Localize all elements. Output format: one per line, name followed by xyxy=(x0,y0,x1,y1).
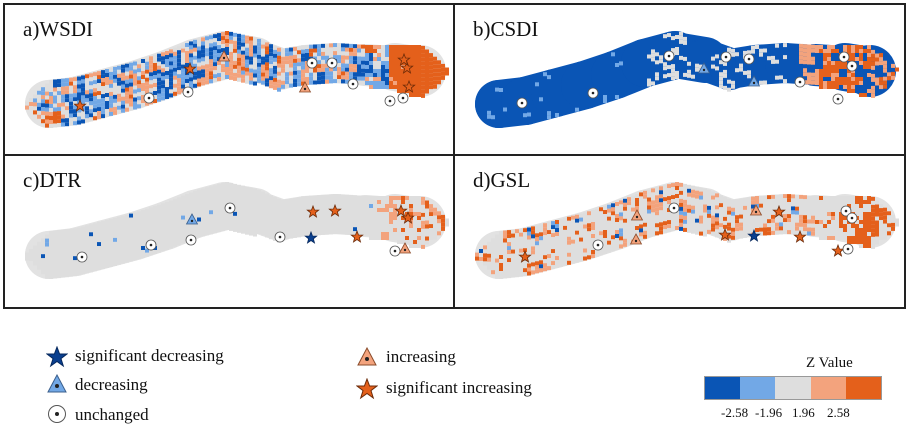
zvalue-colorbar xyxy=(704,376,882,400)
station-marker-d-4 xyxy=(668,202,680,214)
station-marker-b-0 xyxy=(516,97,528,109)
zbar-sig-inc xyxy=(845,377,882,399)
station-marker-c-5 xyxy=(274,231,286,243)
station-marker-d-1 xyxy=(592,239,604,251)
map-d-svg xyxy=(475,182,899,279)
station-marker-a-4 xyxy=(182,86,194,98)
panel-divider-vertical xyxy=(453,3,455,309)
station-marker-a-2 xyxy=(73,98,87,112)
station-marker-c-9 xyxy=(350,229,364,243)
legend-label-unchanged: unchanged xyxy=(75,405,149,424)
zbar-unchanged xyxy=(775,377,811,399)
station-marker-d-10 xyxy=(831,243,845,257)
legend-label-decreasing: decreasing xyxy=(75,375,148,394)
map-panel-c: c)DTR xyxy=(5,156,453,305)
station-marker-a-0 xyxy=(183,61,197,75)
station-marker-d-6 xyxy=(718,227,732,241)
panel-title-c: c)DTR xyxy=(23,168,82,192)
station-marker-b-2 xyxy=(663,50,675,62)
station-marker-c-2 xyxy=(185,213,199,225)
station-marker-d-8 xyxy=(772,204,786,218)
station-marker-b-3 xyxy=(697,62,711,74)
station-marker-c-7 xyxy=(328,203,342,217)
station-marker-b-4 xyxy=(720,51,732,63)
station-marker-b-9 xyxy=(838,51,850,63)
station-marker-b-5 xyxy=(743,53,755,65)
map-panel-d: d)GSL xyxy=(455,156,903,305)
station-marker-a-6 xyxy=(306,57,318,69)
station-marker-c-12 xyxy=(394,203,408,217)
station-marker-b-6 xyxy=(747,75,761,87)
station-marker-a-3 xyxy=(143,92,155,104)
zvalue-tick-4: 2.58 xyxy=(827,405,850,420)
station-marker-c-0 xyxy=(76,251,88,263)
zbar-dec xyxy=(740,377,776,399)
zvalue-tick-2: -1.96 xyxy=(755,405,783,420)
legend-label-significant-decreasing: significant decreasing xyxy=(75,346,224,365)
station-marker-c-13 xyxy=(401,210,415,224)
panel-title-a: a)WSDI xyxy=(23,17,93,41)
map-panel-a: a)WSDI xyxy=(5,5,453,154)
map-c-svg xyxy=(25,182,449,279)
zvalue-tick-1: -2.58 xyxy=(721,405,749,420)
station-marker-b-8 xyxy=(832,93,844,105)
map-region-c xyxy=(25,182,449,279)
station-marker-c-1 xyxy=(145,239,157,251)
station-marker-c-8 xyxy=(304,230,318,244)
decreasing-icon xyxy=(47,374,67,393)
significant-decreasing-icon xyxy=(46,346,68,368)
station-marker-a-11 xyxy=(400,60,414,74)
map-region-b xyxy=(475,31,899,128)
legend-label-increasing: increasing xyxy=(386,347,456,366)
map-region-d xyxy=(475,182,899,279)
station-marker-d-11 xyxy=(842,243,854,255)
station-marker-d-0 xyxy=(518,249,532,263)
station-marker-a-5 xyxy=(298,81,312,93)
station-marker-d-3 xyxy=(629,233,643,245)
station-marker-a-8 xyxy=(347,78,359,90)
zvalue-tick-3: 1.96 xyxy=(792,405,815,420)
station-marker-b-10 xyxy=(846,60,858,72)
station-marker-c-6 xyxy=(306,204,320,218)
map-panel-b: b)CSDI xyxy=(455,5,903,154)
station-marker-a-7 xyxy=(326,57,338,69)
station-marker-a-9 xyxy=(384,95,396,107)
unchanged-icon xyxy=(48,405,66,423)
map-a-svg xyxy=(25,31,449,128)
panel-title-b: b)CSDI xyxy=(473,17,539,41)
station-marker-b-7 xyxy=(794,76,806,88)
panel-title-d: d)GSL xyxy=(473,168,531,192)
station-marker-c-4 xyxy=(224,202,236,214)
station-marker-a-13 xyxy=(402,79,416,93)
station-marker-c-3 xyxy=(185,234,197,246)
station-marker-d-13 xyxy=(846,212,858,224)
station-marker-c-10 xyxy=(389,245,401,257)
legend-label-significant-increasing: significant increasing xyxy=(386,378,532,397)
station-marker-d-9 xyxy=(793,229,807,243)
station-marker-d-2 xyxy=(630,209,644,221)
station-marker-a-1 xyxy=(217,50,231,62)
zvalue-title: Z Value xyxy=(806,355,853,371)
zbar-sig-dec xyxy=(705,377,741,399)
station-marker-b-1 xyxy=(587,87,599,99)
map-region-a xyxy=(25,31,449,128)
increasing-icon xyxy=(357,347,377,366)
station-marker-d-7 xyxy=(747,228,761,242)
zbar-inc xyxy=(810,377,846,399)
station-marker-c-11 xyxy=(398,242,412,254)
panel-divider-horizontal xyxy=(3,154,906,156)
station-marker-a-12 xyxy=(397,52,411,66)
significant-increasing-icon xyxy=(356,378,378,400)
map-b-svg xyxy=(475,31,899,128)
station-marker-d-12 xyxy=(840,205,852,217)
station-marker-d-5 xyxy=(749,204,763,216)
station-marker-a-10 xyxy=(397,92,409,104)
